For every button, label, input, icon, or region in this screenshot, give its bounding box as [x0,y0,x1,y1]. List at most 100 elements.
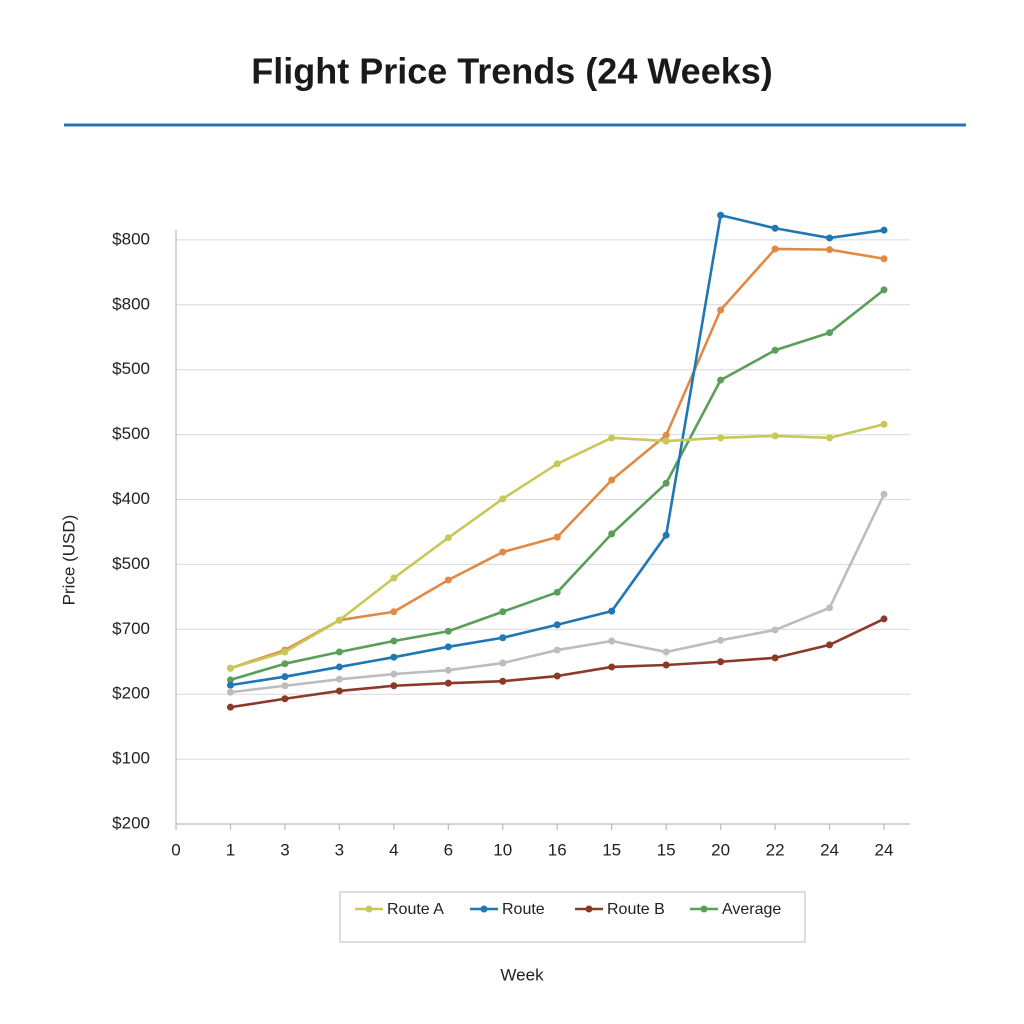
legend-box [339,891,806,943]
legend-label: Route A [387,901,444,918]
data-point [553,672,561,680]
data-point [771,654,779,662]
data-point [717,636,725,644]
data-point [771,626,779,634]
data-point [226,664,234,672]
y-tick-label: $700 [112,619,150,638]
legend-marker [480,905,488,913]
legend-label: Route B [607,901,665,918]
data-point [880,490,888,498]
data-point [444,576,452,584]
data-point [281,648,289,656]
data-point [717,434,725,442]
data-point [499,548,507,556]
data-point [880,420,888,428]
data-point [826,246,834,254]
data-point [499,495,507,503]
data-point [608,434,616,442]
data-point [226,688,234,696]
data-point [662,437,670,445]
data-point [335,675,343,683]
data-point [553,646,561,654]
data-point [662,648,670,656]
data-point [771,346,779,354]
y-tick-label: $200 [112,813,150,832]
data-point [390,608,398,616]
data-point [499,677,507,685]
x-tick-label: 15 [602,840,621,859]
data-point [662,431,670,439]
data-point [826,604,834,612]
y-tick-label: $100 [112,749,150,768]
series-line [230,213,885,687]
data-point [826,329,834,337]
data-point [826,641,834,649]
x-tick-label: 0 [171,840,180,859]
x-tick-label: 3 [280,840,289,859]
y-tick-label: $800 [112,229,150,248]
data-point [880,226,888,234]
data-point [608,530,616,538]
data-point [226,703,234,711]
data-point [281,660,289,668]
x-tick-label: 16 [548,840,567,859]
data-point [608,607,616,615]
x-tick-label: 4 [389,840,398,859]
data-point [826,234,834,242]
x-tick-label: 24 [820,840,839,859]
series-line [230,247,885,670]
data-point [499,659,507,667]
data-point [880,615,888,623]
legend-label: Route [502,901,545,918]
legend-marker [585,905,593,913]
data-point [281,682,289,690]
data-point [880,286,888,294]
legend-label: Average [722,901,781,918]
y-tick-label: $500 [112,554,150,573]
x-tick-label: 15 [657,840,676,859]
data-point [335,616,343,624]
y-axis-label: Price (USD) [59,515,78,606]
data-point [553,588,561,596]
data-point [390,574,398,582]
data-point [662,531,670,539]
x-axis-label: Week [500,965,544,984]
data-point [226,681,234,689]
data-point [662,479,670,487]
data-point [499,634,507,642]
x-tick-label: 6 [444,840,453,859]
data-point [608,663,616,671]
legend-marker [365,905,373,913]
data-point [281,695,289,703]
data-point [226,676,234,684]
data-point [390,653,398,661]
data-point [444,679,452,687]
data-point [553,460,561,468]
data-point [662,661,670,669]
data-point [771,432,779,440]
data-point [771,224,779,232]
data-point [335,687,343,695]
data-point [553,621,561,629]
data-point [608,637,616,645]
x-tick-label: 3 [335,840,344,859]
data-point [444,643,452,651]
x-tick-label: 10 [493,840,512,859]
y-tick-label: $200 [112,684,150,703]
data-point [335,663,343,671]
data-point [717,658,725,666]
data-point [717,306,725,314]
x-tick-label: 24 [875,840,894,859]
x-tick-label: 20 [711,840,730,859]
data-point [390,682,398,690]
y-tick-label: $500 [112,424,150,443]
y-tick-label: $800 [112,294,150,313]
data-point [335,648,343,656]
data-point [717,376,725,384]
data-point [281,673,289,681]
data-point [390,670,398,678]
data-point [390,637,398,645]
data-point [444,666,452,674]
data-point [499,608,507,616]
